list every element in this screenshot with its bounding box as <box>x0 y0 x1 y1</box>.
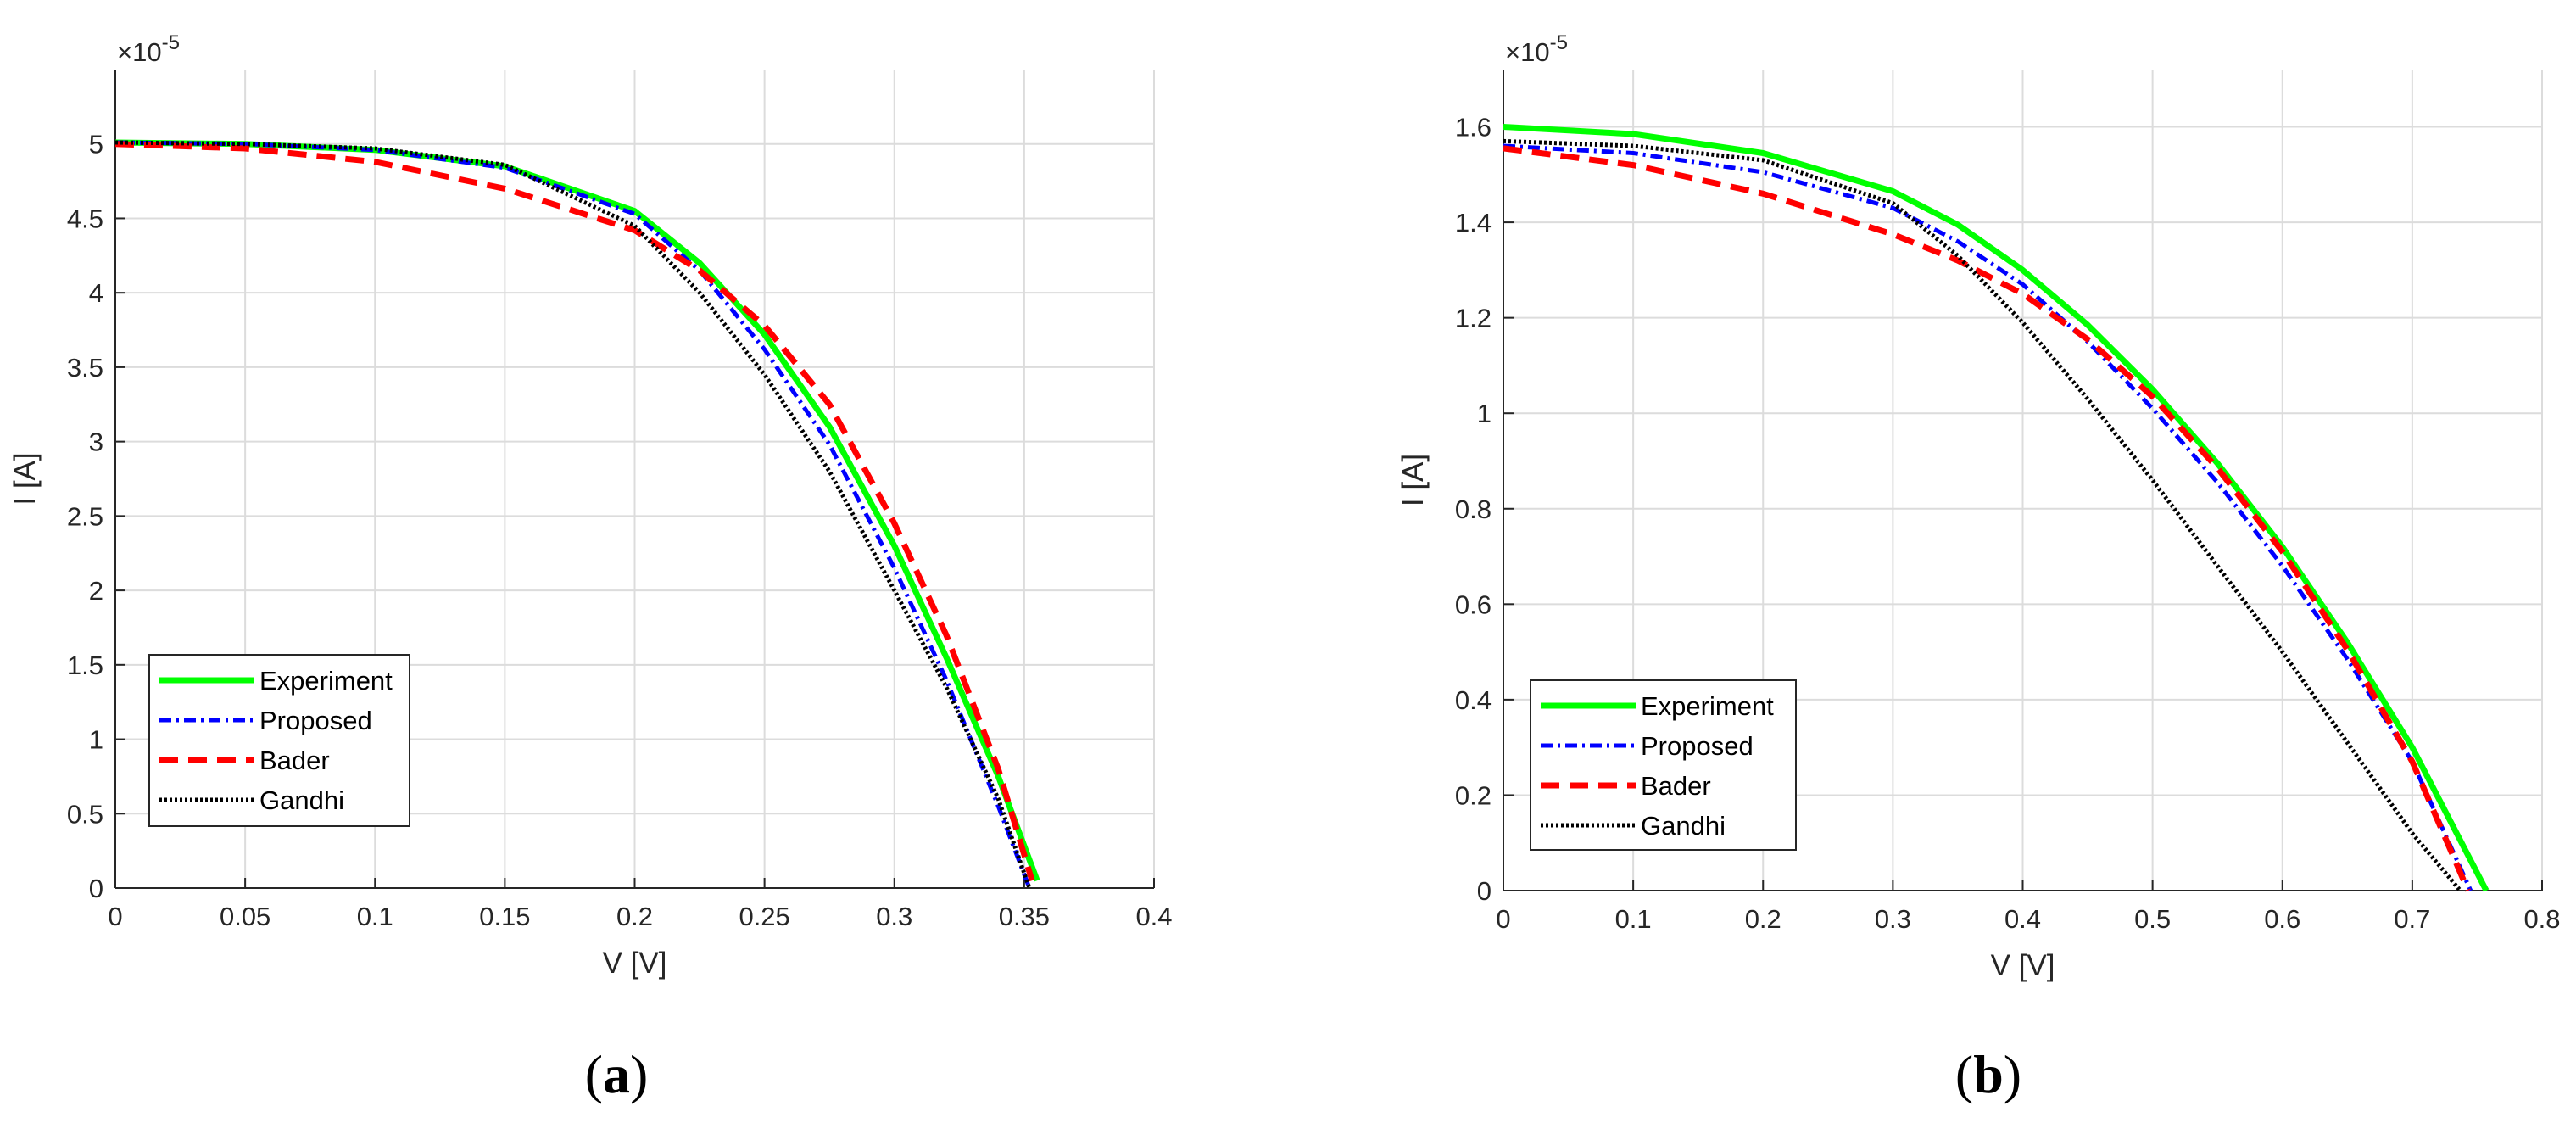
legend-label-experiment: Experiment <box>1641 691 1774 721</box>
x-tick-label: 0.05 <box>220 902 270 931</box>
legend-label-bader: Bader <box>259 746 330 775</box>
panel-paren-open: ( <box>585 1044 603 1104</box>
legend-label-bader: Bader <box>1641 771 1711 801</box>
x-tick-label: 0.35 <box>999 902 1050 931</box>
y-tick-label: 3.5 <box>67 353 103 383</box>
y-exponent: ×10-5 <box>1505 31 1568 67</box>
y-tick-label: 0.6 <box>1455 589 1492 619</box>
series-line-experiment <box>1503 124 2490 892</box>
x-tick-label: 0.3 <box>876 902 912 931</box>
x-tick-label: 0.8 <box>2523 904 2560 934</box>
x-tick-label: 0.2 <box>616 902 653 931</box>
x-tick-label: 0.4 <box>2004 904 2041 934</box>
y-tick-label: 1.5 <box>67 651 103 680</box>
y-tick-label: 1.6 <box>1455 113 1492 142</box>
y-tick-label: 2 <box>89 576 103 606</box>
y-exponent-base: ×10 <box>117 37 162 67</box>
y-exponent-base: ×10 <box>1505 37 1550 67</box>
legend-label-proposed: Proposed <box>1641 731 1754 761</box>
y-tick-label: 0.4 <box>1455 685 1492 715</box>
x-tick-label: 0.1 <box>357 902 393 931</box>
x-tick-label: 0 <box>108 902 122 931</box>
y-tick-label: 4 <box>89 278 103 308</box>
x-axis-label: V [V] <box>603 947 667 980</box>
y-tick-label: 1 <box>1477 399 1492 428</box>
chart-a: 0 0.05 0.1 0.15 0.2 0.25 0.3 0.35 0.4 0 0.5 1 1.5 2 2.… <box>8 31 1173 1104</box>
x-tick-label: 0.6 <box>2264 904 2300 934</box>
panel-letter: b <box>1973 1044 2004 1104</box>
y-tick-label: 3 <box>89 427 103 457</box>
panel-label: (a) <box>585 1044 649 1104</box>
series-line-bader <box>1503 145 2471 892</box>
y-tick-label: 4.5 <box>67 204 103 233</box>
x-tick-label: 0.4 <box>1135 902 1172 931</box>
x-tick-label: 0 <box>1496 904 1510 934</box>
x-tick-label: 0.2 <box>1745 904 1781 934</box>
panel-paren-close: ) <box>630 1044 648 1104</box>
y-axis-label: I [A] <box>1397 454 1430 506</box>
y-tick-label: 1.4 <box>1455 208 1492 237</box>
panel-paren-open: ( <box>1955 1044 1973 1104</box>
legend-label-experiment: Experiment <box>259 666 393 696</box>
y-tick-label: 1.2 <box>1455 304 1492 333</box>
x-tick-label: 0.25 <box>739 902 789 931</box>
series-group <box>1503 124 2490 892</box>
y-tick-label: 0 <box>89 874 103 903</box>
series-group <box>114 139 1040 889</box>
y-tick-label: 5 <box>89 130 103 159</box>
y-tick-label: 1 <box>89 725 103 755</box>
legend: Experiment Proposed Bader Gandhi <box>1530 679 1797 851</box>
legend-label-gandhi: Gandhi <box>1641 811 1726 841</box>
panel-letter: a <box>603 1044 630 1104</box>
y-exponent: ×10-5 <box>117 31 180 67</box>
legend: Experiment Proposed Bader Gandhi <box>148 654 410 827</box>
y-tick-label: 2.5 <box>67 501 103 531</box>
chart-b: 0 0.1 0.2 0.3 0.4 0.5 0.6 0.7 0.8 0 0.2 0.4 0.6 0.8 1 1… <box>1397 31 2561 1104</box>
y-tick-label: 0 <box>1477 876 1492 906</box>
series-line-bader <box>114 141 1035 882</box>
y-axis-label: I [A] <box>8 452 42 505</box>
x-tick-label: 0.1 <box>1615 904 1652 934</box>
x-axis-label: V [V] <box>1991 949 2055 982</box>
y-tick-label: 0.2 <box>1455 780 1492 810</box>
x-tick-label: 0.15 <box>479 902 530 931</box>
legend-label-proposed: Proposed <box>259 706 372 735</box>
series-line-gandhi <box>1503 138 2462 892</box>
y-tick-label: 0.8 <box>1455 494 1492 524</box>
legend-box <box>148 654 410 827</box>
legend-label-gandhi: Gandhi <box>259 785 344 815</box>
y-tick-label: 0.5 <box>67 799 103 829</box>
y-exponent-power: -5 <box>162 31 180 54</box>
panel-paren-close: ) <box>2004 1044 2021 1104</box>
x-tick-label: 0.5 <box>2134 904 2171 934</box>
y-exponent-power: -5 <box>1550 31 1568 54</box>
panel-label: (b) <box>1955 1044 2021 1104</box>
x-tick-label: 0.3 <box>1875 904 1911 934</box>
x-tick-label: 0.7 <box>2394 904 2430 934</box>
